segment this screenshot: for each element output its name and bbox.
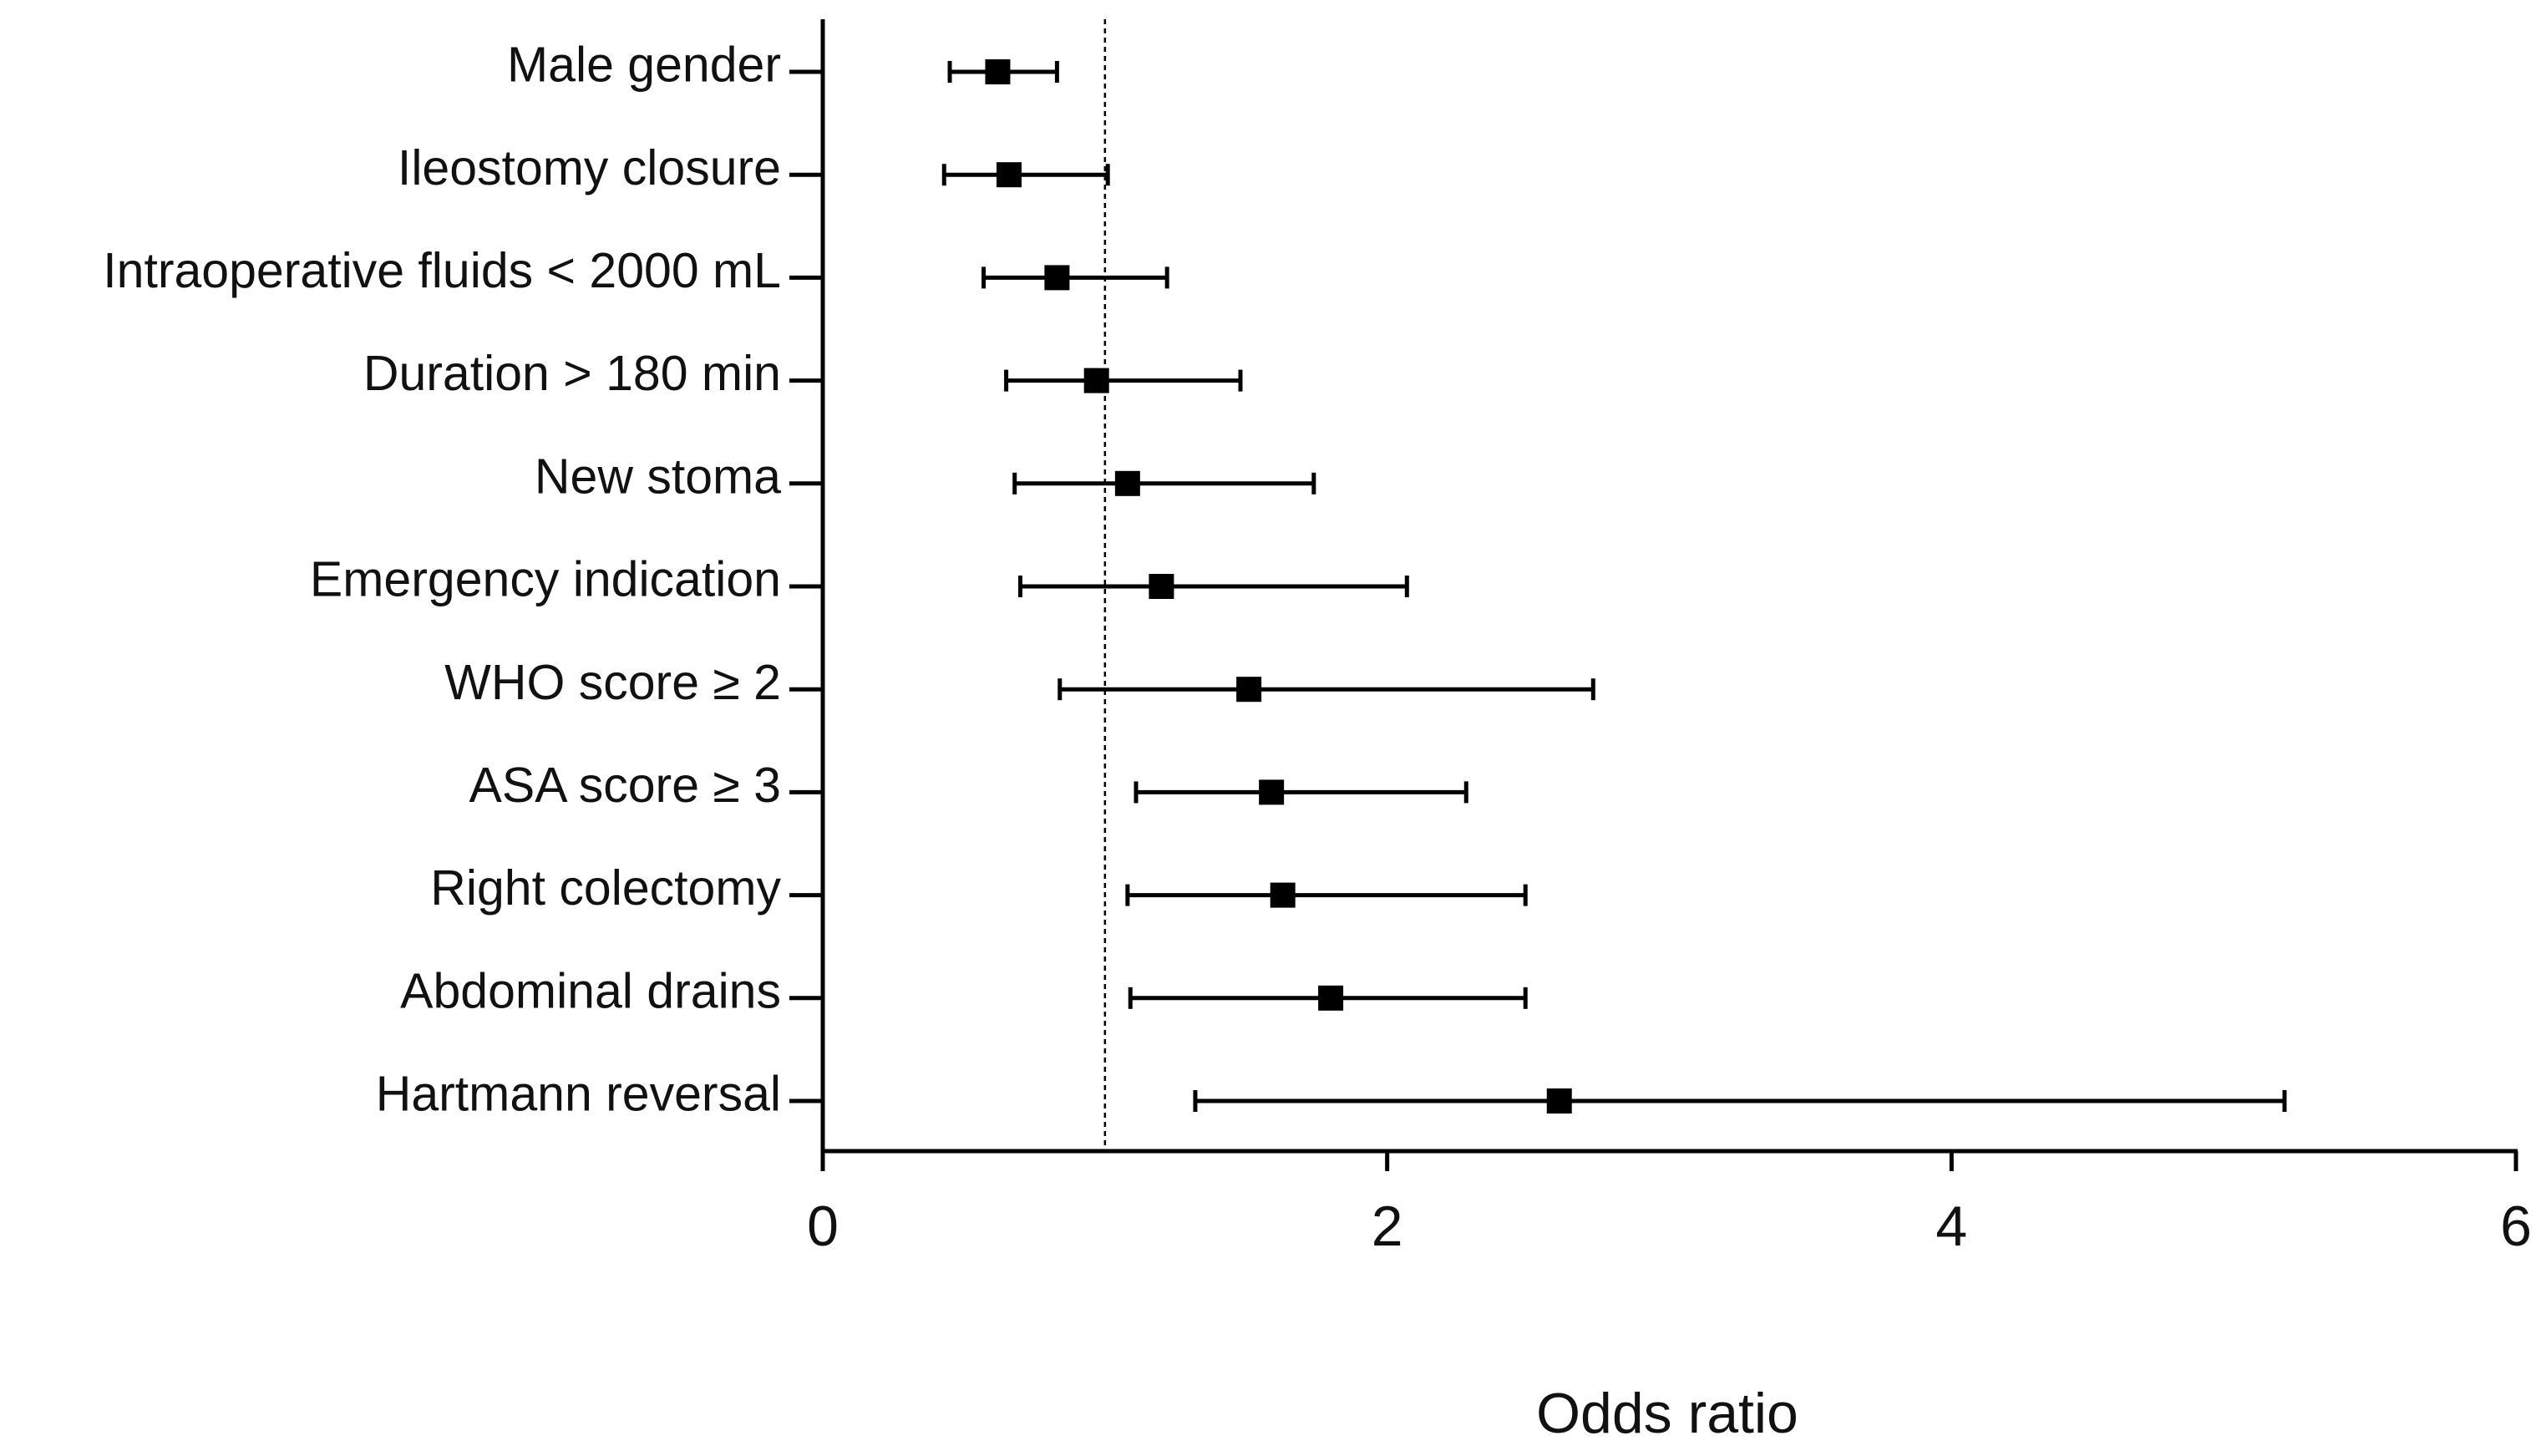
point-estimate xyxy=(1149,574,1174,599)
y-tick-label: Male gender xyxy=(507,38,781,93)
y-tick-label: Ileostomy closure xyxy=(398,140,781,195)
y-tick-label: New stoma xyxy=(535,449,781,504)
point-estimate xyxy=(1318,985,1344,1011)
y-tick-label: Abdominal drains xyxy=(400,963,781,1018)
point-estimate xyxy=(1270,882,1296,908)
y-tick-label: Hartmann reversal xyxy=(376,1067,781,1122)
x-axis-label: Odds ratio xyxy=(1536,1382,1798,1445)
x-tick-label: 4 xyxy=(1935,1195,1967,1258)
point-estimate xyxy=(1114,470,1140,496)
point-estimate xyxy=(1259,779,1285,805)
x-tick-label: 6 xyxy=(2500,1195,2532,1258)
y-tick-label: WHO score ≥ 2 xyxy=(444,655,781,710)
y-tick-label: Duration > 180 min xyxy=(363,346,781,401)
point-estimate xyxy=(1044,265,1070,291)
y-tick-label: Emergency indication xyxy=(310,552,781,607)
x-tick-label: 2 xyxy=(1372,1195,1403,1258)
y-tick-label: Intraoperative fluids < 2000 mL xyxy=(103,243,781,298)
point-estimate xyxy=(1236,677,1262,703)
x-tick-label: 0 xyxy=(807,1195,839,1258)
point-estimate xyxy=(1083,368,1109,393)
y-tick-label: ASA score ≥ 3 xyxy=(469,758,781,813)
point-estimate xyxy=(985,59,1011,84)
y-tick-label: Right colectomy xyxy=(430,860,781,916)
point-estimate xyxy=(1546,1088,1572,1114)
point-estimate xyxy=(996,162,1022,188)
